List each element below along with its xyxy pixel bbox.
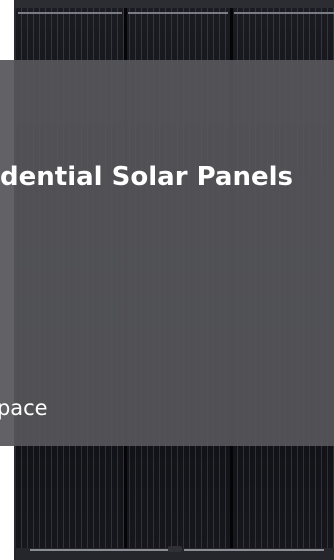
hero-title: Residential Solar Panels [0, 162, 293, 192]
panel-frame-bottom [14, 548, 334, 560]
panel-bottom-line [30, 549, 170, 551]
panel-bottom-line [184, 549, 324, 551]
panel-connector [168, 546, 182, 552]
panel-busbar [128, 12, 228, 14]
panel-frame-top [14, 0, 334, 8]
panel-busbar [234, 12, 334, 14]
panel-busbar [18, 12, 122, 14]
